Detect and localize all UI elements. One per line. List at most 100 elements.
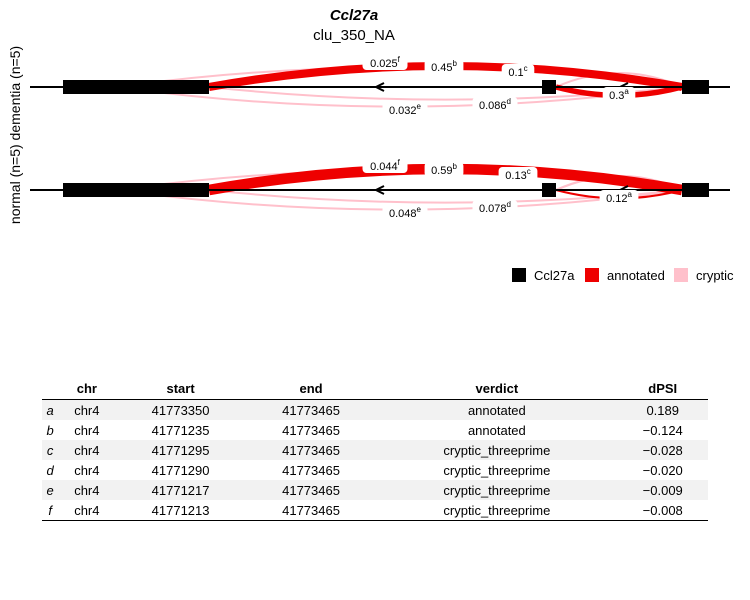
exon-right — [682, 183, 709, 197]
cell-end: 41773465 — [282, 462, 340, 478]
cell-dpsi: 0.189 — [617, 399, 708, 420]
label-box — [602, 87, 636, 102]
label-box — [501, 64, 535, 79]
exon-middle — [542, 183, 556, 197]
cell-dpsi: −0.028 — [617, 440, 708, 460]
junction-value: 0.59b — [431, 162, 457, 177]
legend-item-cryptic: cryptic — [674, 268, 734, 283]
legend-label: Ccl27a — [534, 268, 575, 283]
strand-arrow-icon — [373, 185, 385, 195]
cell-id: e — [42, 480, 59, 500]
cell-end: 41773465 — [245, 500, 377, 521]
junction-value: 0.032e — [389, 102, 422, 117]
cell-id: d — [46, 462, 54, 478]
cell-chr: chr4 — [74, 462, 100, 478]
junction-label-b: 0.45b — [424, 59, 464, 74]
cell-chr: chr4 — [58, 440, 116, 460]
cell-dpsi: −0.008 — [617, 500, 708, 521]
cell-chr: chr4 — [74, 422, 100, 438]
panels-group: 0.025f 0.45b 0.1c 0.3a 0.032e 0.086d 0.044f 0.5… — [30, 55, 730, 220]
col-header-chr: chr — [58, 377, 116, 400]
cell-id: f — [42, 500, 59, 521]
table-row: e chr4 41771217 41773465 cryptic_threepr… — [42, 480, 708, 500]
cell-id: a — [42, 399, 59, 420]
cell-start: 41771295 — [115, 440, 246, 460]
cell-end: 41773465 — [245, 480, 377, 500]
cell-start: 41771235 — [151, 422, 210, 438]
table-row: d chr4 41771290 41773465 cryptic_threepr… — [42, 460, 708, 480]
cell-verdict: cryptic_threeprime — [376, 480, 618, 500]
junction-label-e: 0.048e — [382, 205, 428, 220]
panel-dementia: 0.025f 0.45b 0.1c 0.3a 0.032e 0.086d — [30, 55, 730, 117]
legend: Ccl27a annotated cryptic — [512, 268, 734, 283]
legend-swatch — [674, 268, 688, 282]
junction-value: 0.3a — [609, 87, 629, 102]
cell-end: 41773465 — [245, 399, 377, 420]
label-box — [472, 97, 518, 112]
junction-table: chr start end verdict dPSI a chr4 417733… — [42, 377, 708, 521]
table-header-row: chr start end verdict dPSI — [42, 377, 708, 400]
junction-label-a: 0.12a — [599, 190, 639, 205]
col-header-id — [42, 377, 59, 400]
legend-label: cryptic — [696, 268, 734, 283]
junction-label-c: 0.1c — [501, 64, 535, 79]
junction-label-a: 0.3a — [602, 87, 636, 102]
cell-verdict: annotated — [376, 399, 618, 420]
cell-end: 41773465 — [245, 440, 377, 460]
junction-value: 0.078d — [479, 200, 511, 215]
junction-value: 0.048e — [389, 205, 422, 220]
junction-value: 0.13c — [505, 167, 530, 182]
cell-verdict: cryptic_threeprime — [443, 462, 551, 478]
cell-start: 41771213 — [115, 500, 246, 521]
plot-subtitle: clu_350_NA — [313, 27, 395, 44]
cell-dpsi: −0.009 — [617, 480, 708, 500]
exon-left — [63, 80, 209, 94]
cell-dpsi: −0.020 — [642, 462, 683, 478]
junction-value: 0.025f — [370, 55, 401, 70]
cell-verdict: cryptic_threeprime — [376, 500, 618, 521]
legend-item-annotated: annotated — [585, 268, 665, 283]
table-row: a chr4 41773350 41773465 annotated 0.189 — [42, 399, 708, 420]
col-header-end: end — [245, 377, 377, 400]
col-header-start: start — [115, 377, 246, 400]
label-box — [382, 102, 428, 117]
junction-value: 0.1c — [508, 64, 527, 79]
cell-start: 41771217 — [115, 480, 246, 500]
label-box — [362, 158, 408, 173]
cell-chr: chr4 — [58, 500, 116, 521]
exon-middle — [542, 80, 556, 94]
junction-label-d: 0.086d — [472, 97, 518, 112]
cell-id: c — [42, 440, 59, 460]
col-header-dpsi: dPSI — [617, 377, 708, 400]
exon-left — [63, 183, 209, 197]
junction-label-d: 0.078d — [472, 200, 518, 215]
junction-value: 0.044f — [370, 158, 401, 173]
plot-title: Ccl27a — [330, 7, 378, 24]
label-box — [382, 205, 428, 220]
col-header-verdict: verdict — [376, 377, 618, 400]
cell-start: 41771290 — [151, 462, 210, 478]
label-box — [498, 167, 538, 182]
label-box — [599, 190, 639, 205]
cell-chr: chr4 — [58, 399, 116, 420]
junction-value: 0.086d — [479, 97, 511, 112]
label-box — [424, 162, 464, 177]
cell-dpsi: −0.124 — [642, 422, 683, 438]
junction-label-e: 0.032e — [382, 102, 428, 117]
cell-start: 41773350 — [115, 399, 246, 420]
label-box — [472, 200, 518, 215]
exon-right — [682, 80, 709, 94]
cell-chr: chr4 — [58, 480, 116, 500]
cell-end: 41773465 — [282, 422, 340, 438]
y-axis-label: normal (n=5) dementia (n=5) — [7, 46, 23, 224]
label-box — [424, 59, 464, 74]
legend-swatch — [585, 268, 599, 282]
label-box — [362, 55, 408, 70]
legend-swatch — [512, 268, 526, 282]
table-row: c chr4 41771295 41773465 cryptic_threepr… — [42, 440, 708, 460]
junction-label-f: 0.044f — [362, 158, 408, 173]
legend-label: annotated — [607, 268, 665, 283]
table-row: f chr4 41771213 41773465 cryptic_threepr… — [42, 500, 708, 521]
table-row: b chr4 41771235 41773465 annotated −0.12… — [42, 420, 708, 440]
